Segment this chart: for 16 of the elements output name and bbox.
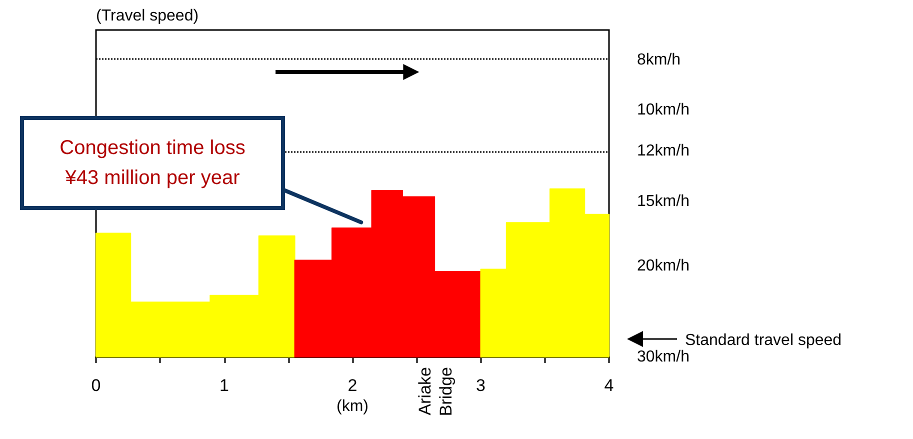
y-tick-label: 20km/h: [637, 257, 690, 274]
x-tick-label: 2: [348, 376, 358, 395]
text: Standard travel speed: [685, 332, 842, 349]
annotation: Congestion time loss ¥43 million per year: [20, 116, 285, 210]
x-tick-label: 1: [220, 376, 229, 395]
x-tick-label: 4: [604, 376, 614, 395]
y-tick-label: 30km/h: [637, 348, 690, 366]
y-tick-label: 15km/h: [637, 192, 690, 210]
y-tick-label: 10km/h: [637, 102, 690, 119]
text: Ariake Bridge: [416, 367, 456, 416]
y-tick-label: 8km/h: [637, 52, 681, 69]
y-axis-title: (Travel speed): [96, 8, 199, 24]
y-tick-label: 12km/h: [637, 142, 690, 160]
x-tick-label: 3: [476, 376, 486, 395]
x-axis-title: (km): [336, 398, 368, 415]
x-tick-label: 0: [91, 376, 101, 395]
